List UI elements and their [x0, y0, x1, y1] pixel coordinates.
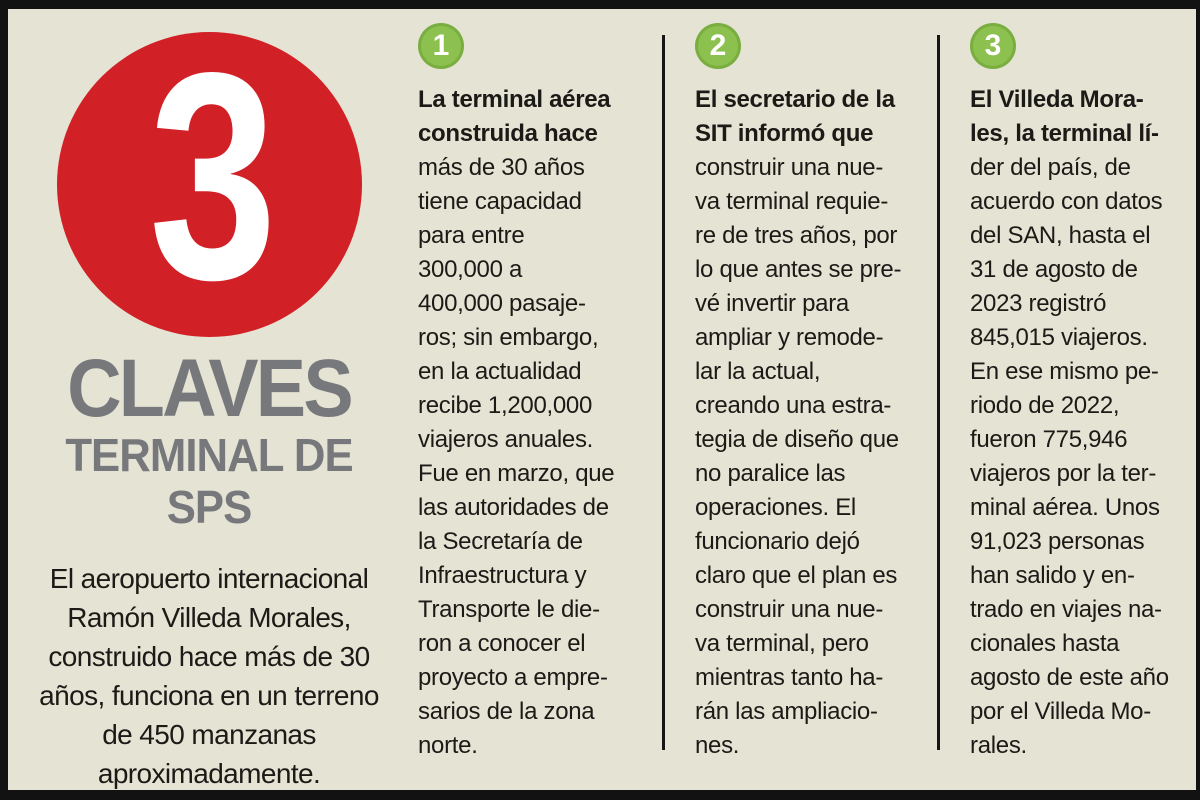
column-3-lead: El Villeda Mora- les, la terminal lí-: [970, 86, 1159, 147]
big-number: 3: [148, 10, 277, 341]
page-title: CLAVES: [67, 343, 354, 434]
badge-3-number: 3: [984, 29, 1002, 62]
column-2-text: El secretario de la SIT informó que cons…: [695, 83, 933, 763]
badge-2-icon: 2: [695, 23, 741, 69]
column-2: 2 El secretario de la SIT informó que co…: [665, 9, 937, 790]
badge-2-number: 2: [709, 29, 727, 62]
column-2-lead: El secretario de la SIT informó que: [695, 86, 895, 147]
infographic-content: 3 CLAVES TERMINAL DE SPS El aeropuerto i…: [8, 9, 1196, 790]
intro-paragraph: El aeropuerto internacional Ramón Villed…: [39, 563, 379, 789]
column-divider-2: [937, 35, 940, 750]
column-divider-1: [662, 35, 665, 750]
column-3-body: der del país, de acuerdo con datos del S…: [970, 154, 1169, 759]
infographic-frame: 3 CLAVES TERMINAL DE SPS El aeropuerto i…: [8, 9, 1196, 790]
page-subtitle: TERMINAL DE SPS: [65, 429, 353, 533]
column-2-body: construir una nue- va terminal requie- r…: [695, 154, 902, 759]
column-1: 1 La terminal aérea construida hace más …: [410, 9, 662, 790]
column-1-lead: La terminal aérea construida hace: [418, 86, 611, 147]
big-number-circle: 3: [56, 10, 362, 341]
badge-3-icon: 3: [970, 23, 1016, 69]
badge-1-icon: 1: [418, 23, 464, 69]
header-section: 3 CLAVES TERMINAL DE SPS El aeropuerto i…: [8, 9, 410, 790]
column-3: 3 El Villeda Mora- les, la terminal lí- …: [940, 9, 1196, 790]
column-1-body: más de 30 años tiene capacidad para entr…: [418, 154, 615, 759]
column-1-text: La terminal aérea construida hace más de…: [418, 83, 658, 763]
column-3-text: El Villeda Mora- les, la terminal lí- de…: [970, 83, 1194, 763]
badge-1-number: 1: [432, 29, 450, 62]
